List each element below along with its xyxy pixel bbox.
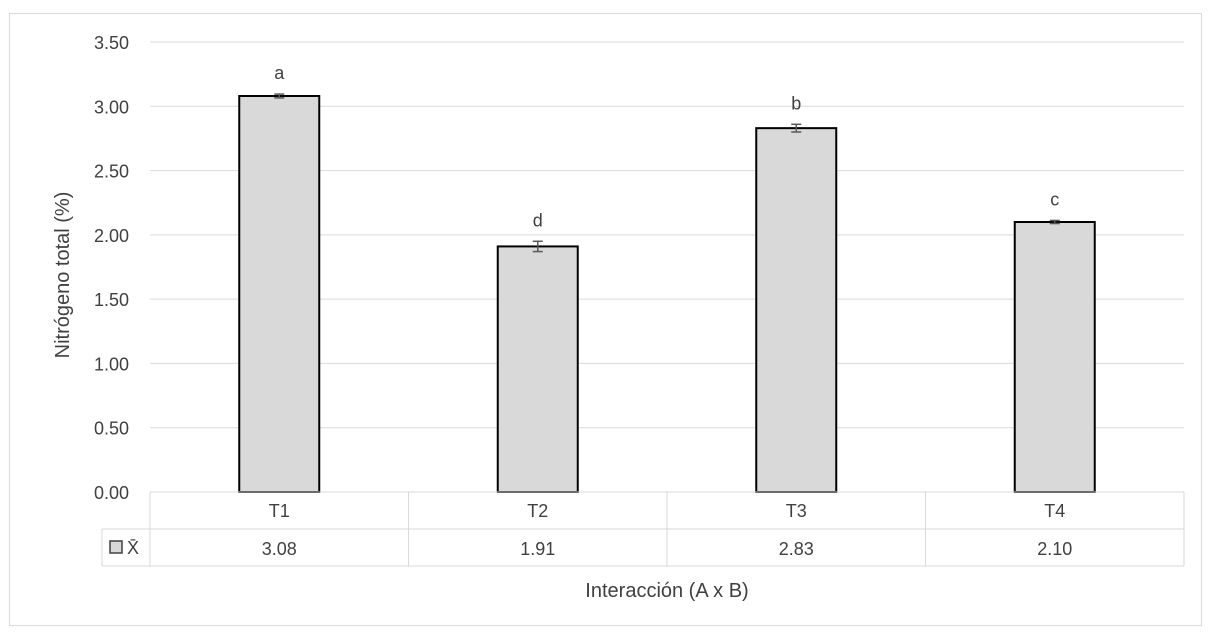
data-label: 2.10 — [1037, 539, 1072, 559]
gridlines — [150, 41, 1184, 429]
significance-letter: a — [274, 63, 285, 83]
bar — [496, 245, 579, 493]
significance-letter: c — [1050, 189, 1059, 209]
legend-key — [109, 540, 123, 554]
y-tick-label: 2.50 — [94, 162, 129, 182]
y-tick-label: 0.00 — [94, 483, 129, 503]
bar — [755, 127, 838, 493]
x-tick-label: T2 — [527, 501, 548, 521]
bars — [238, 95, 1096, 493]
significance-letter: b — [791, 93, 801, 113]
legend-label: X̄ — [127, 538, 139, 558]
y-tick-label: 2.00 — [94, 226, 129, 246]
y-tick-label: 1.00 — [94, 354, 129, 374]
x-tick-label: T1 — [269, 501, 290, 521]
data-label: 2.83 — [779, 539, 814, 559]
significance-letters: a d b c — [274, 63, 1059, 230]
y-tick-label: 1.50 — [94, 290, 129, 310]
significance-letter: d — [533, 210, 543, 230]
y-tick-labels: 0.00 0.50 1.00 1.50 2.00 2.50 3.00 3.50 — [94, 33, 129, 503]
bar — [238, 95, 321, 493]
chart-frame — [9, 13, 1202, 626]
y-axis-label: Nitrógeno total (%) — [52, 192, 74, 359]
error-bars — [274, 93, 1060, 253]
y-tick-label: 3.50 — [94, 33, 129, 53]
x-tick-label: T3 — [786, 501, 807, 521]
y-tick-label: 0.50 — [94, 419, 129, 439]
data-table: T1 3.08 T2 1.91 T3 2.83 T4 2.10 X̄ — [101, 491, 1185, 567]
y-tick-label: 3.00 — [94, 97, 129, 117]
data-label: 3.08 — [262, 539, 297, 559]
x-axis-label: Interacción (A x B) — [585, 580, 748, 602]
data-label: 1.91 — [520, 539, 555, 559]
x-tick-label: T4 — [1044, 501, 1065, 521]
bar — [1013, 221, 1096, 493]
